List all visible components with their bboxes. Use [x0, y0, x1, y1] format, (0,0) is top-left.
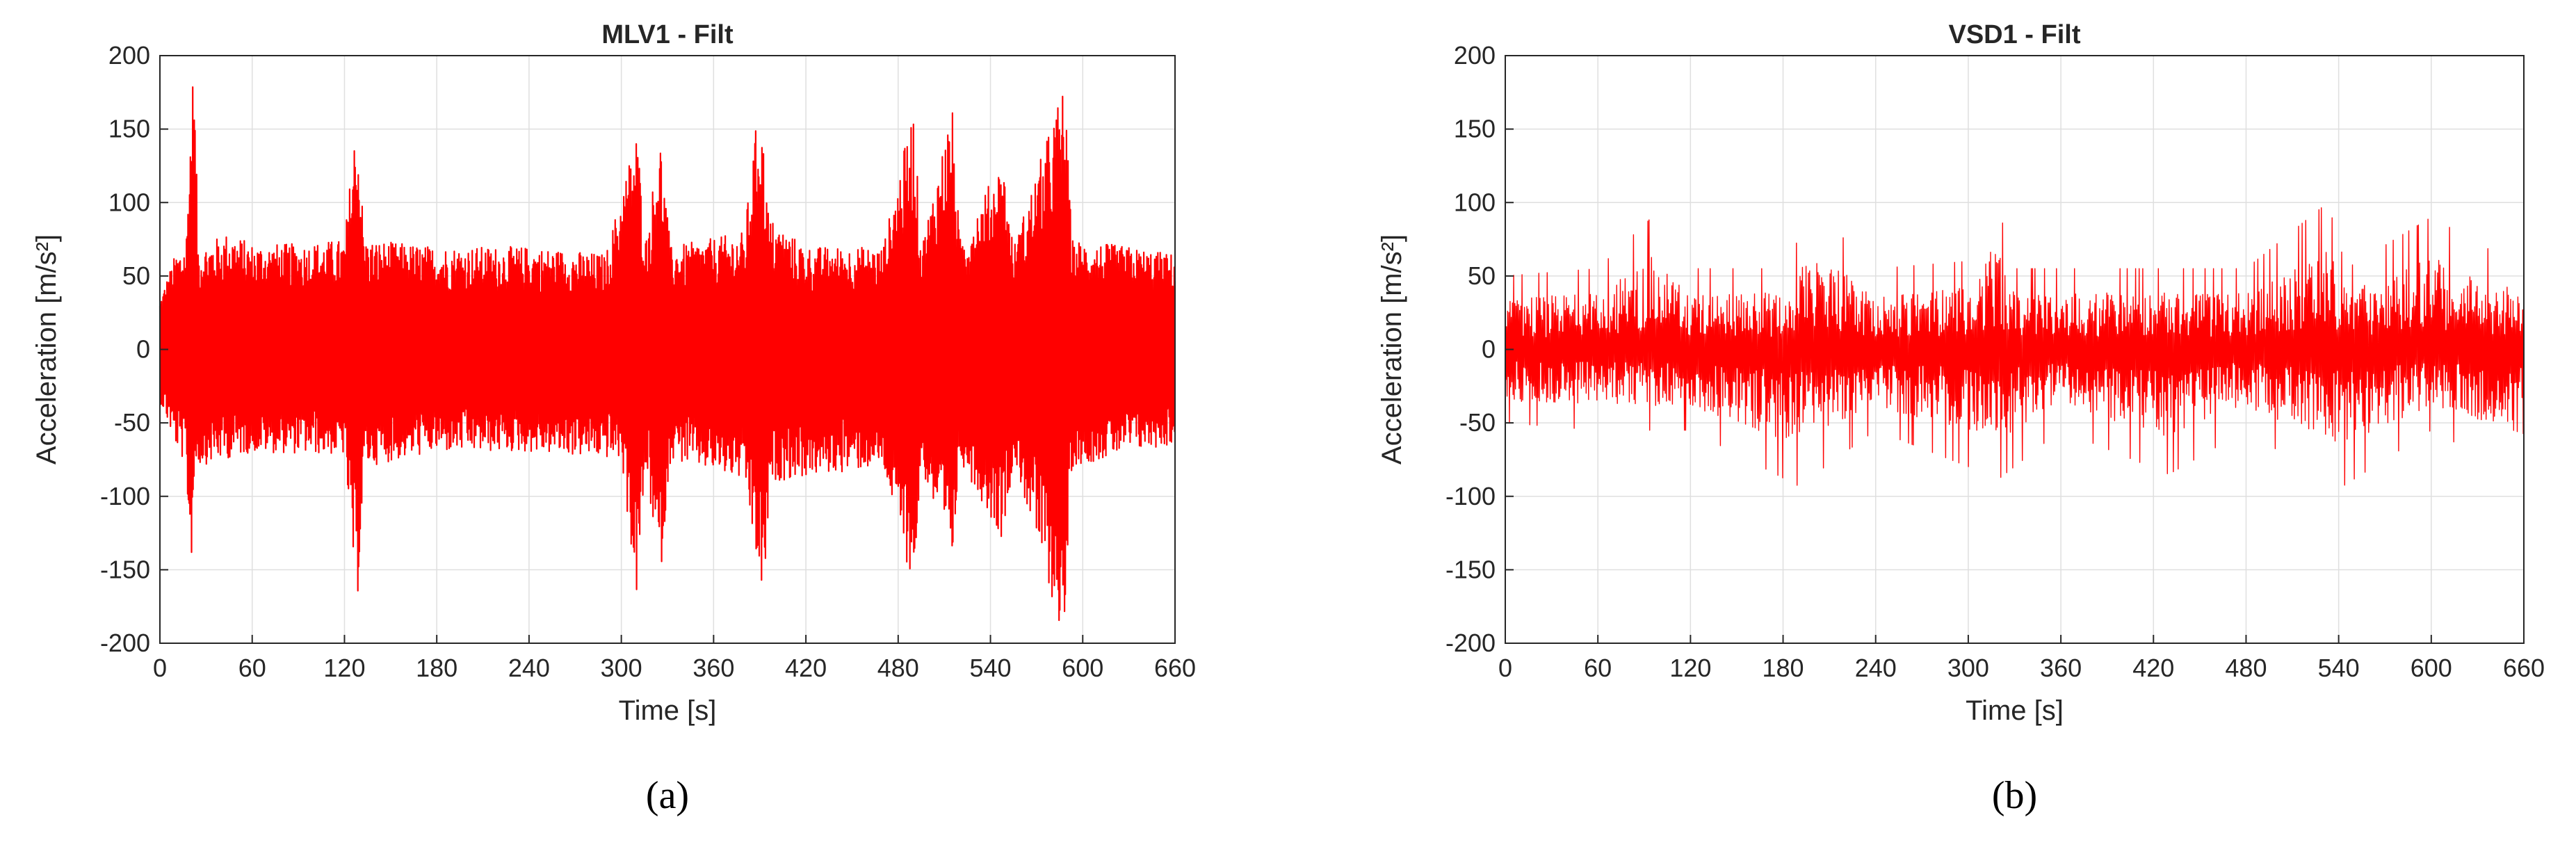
x-tick-label: 240 [1855, 654, 1897, 682]
chart-panel-a: 0 60 120 180 240 300 360 420 480 540 600 660 200 150 1… [31, 20, 1196, 817]
x-tick-label: 360 [2040, 654, 2082, 682]
x-tick-label: 600 [1062, 654, 1103, 682]
x-tick-label: 180 [1763, 654, 1804, 682]
y-tick-label: -100 [1445, 482, 1496, 510]
x-tick-label: 0 [1498, 654, 1512, 682]
y-tick-label: -50 [114, 408, 150, 437]
x-tick-label: 540 [970, 654, 1012, 682]
y-tick-label: 50 [122, 261, 150, 290]
y-tick-label: 200 [1454, 41, 1496, 70]
y-tick-label: 0 [1482, 335, 1496, 364]
y-tick-label: 100 [1454, 188, 1496, 216]
x-tick-label: 300 [601, 654, 642, 682]
y-tick-label: 150 [108, 115, 150, 143]
x-tick-label: 480 [877, 654, 919, 682]
y-tick-label: -200 [100, 629, 150, 657]
x-tick-label: 240 [508, 654, 550, 682]
x-tick-label: 180 [416, 654, 457, 682]
panel-caption: (a) [646, 774, 689, 817]
x-tick-label: 480 [2225, 654, 2267, 682]
y-tick-label: 200 [108, 41, 150, 70]
chart-title: VSD1 - Filt [1948, 20, 2080, 49]
panel-caption: (b) [1992, 774, 2037, 817]
x-tick-label: 300 [1947, 654, 1989, 682]
x-tick-label: 600 [2411, 654, 2452, 682]
y-axis-label: Acceleration [m/s²] [1377, 234, 1407, 465]
x-tick-label: 120 [1669, 654, 1711, 682]
x-axis-label: Time [s] [619, 695, 717, 726]
signal-trace [1505, 207, 2525, 486]
y-tick-label: 50 [1468, 261, 1496, 290]
y-tick-label: 0 [136, 335, 150, 364]
y-tick-label: -150 [100, 555, 150, 583]
y-tick-label: 150 [1454, 115, 1496, 143]
y-tick-label: -200 [1445, 629, 1496, 657]
x-tick-label: 420 [2132, 654, 2174, 682]
x-tick-label: 660 [2503, 654, 2545, 682]
signal-trace [159, 86, 1176, 622]
y-tick-label: -100 [100, 482, 150, 510]
x-tick-label: 120 [323, 654, 365, 682]
x-axis-label: Time [s] [1966, 695, 2064, 726]
x-tick-label: 360 [692, 654, 734, 682]
x-tick-label: 0 [153, 654, 167, 682]
chart-title: MLV1 - Filt [601, 20, 734, 49]
y-tick-label: 100 [108, 188, 150, 216]
x-tick-label: 660 [1154, 654, 1196, 682]
y-tick-label: -150 [1445, 555, 1496, 583]
chart-panel-b: 0 60 120 180 240 300 360 420 480 540 600 660 200 150 1… [1377, 20, 2545, 817]
y-tick-label: -50 [1459, 408, 1496, 437]
y-axis-label: Acceleration [m/s²] [31, 234, 62, 465]
x-tick-label: 60 [238, 654, 266, 682]
x-tick-label: 60 [1584, 654, 1612, 682]
x-tick-label: 540 [2318, 654, 2360, 682]
x-tick-label: 420 [785, 654, 827, 682]
